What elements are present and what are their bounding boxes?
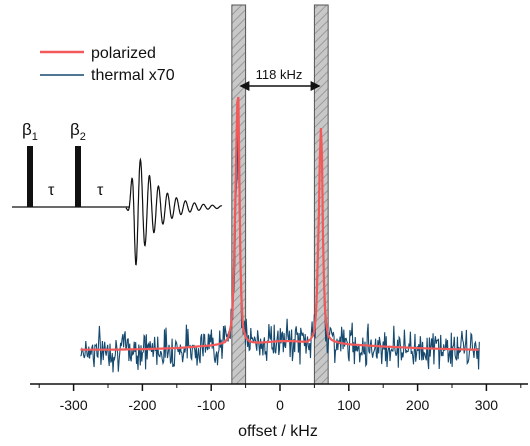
- x-tick-label: -100: [197, 397, 225, 413]
- legend-label-thermal: thermal x70: [91, 67, 175, 84]
- x-tick-label: -200: [128, 397, 156, 413]
- pulse-sequence-inset: β1 β2 τ τ: [12, 120, 223, 266]
- x-axis-label: offset / kHz: [238, 423, 318, 440]
- pulse-2-label: β2: [70, 120, 86, 143]
- splitting-arrowhead-right: [310, 81, 321, 91]
- pulse-2: [75, 146, 81, 207]
- legend-label-polarized: polarized: [91, 45, 156, 62]
- splitting-label-bg: [247, 66, 311, 84]
- x-tick-label: 200: [406, 397, 430, 413]
- fid-echo-signal: [125, 157, 223, 266]
- thermal-line: [80, 133, 480, 373]
- splitting-label: 118 kHz: [256, 67, 303, 82]
- pulse-1-label: β1: [22, 120, 38, 143]
- delay-1-label: τ: [48, 182, 55, 199]
- x-tick-label: 300: [475, 397, 499, 413]
- thermal-series: [80, 133, 480, 373]
- pulse-1: [27, 146, 33, 207]
- polarized-line: [80, 96, 479, 351]
- x-axis: -300 -200 -100 0 100 200 300: [30, 383, 528, 413]
- x-tick-label: -300: [60, 397, 88, 413]
- legend: polarized thermal x70: [40, 45, 175, 84]
- splitting-arrowhead-left: [239, 81, 250, 91]
- x-tick-label: 0: [276, 397, 284, 413]
- polarized-series: [80, 96, 479, 351]
- splitting-annotation: 118 kHz: [239, 66, 321, 91]
- x-tick-label: 100: [337, 397, 361, 413]
- delay-2-label: τ: [97, 182, 104, 199]
